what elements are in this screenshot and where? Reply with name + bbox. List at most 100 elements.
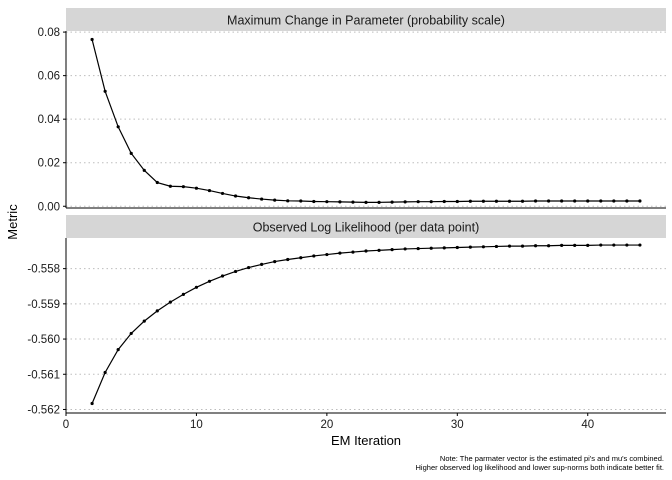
panel-1-data-point bbox=[442, 199, 446, 204]
panel-2-data-point bbox=[416, 246, 420, 251]
panel-1-gridlines bbox=[66, 31, 666, 207]
panel-2-data-point bbox=[142, 319, 146, 323]
panel-2-data-point bbox=[207, 279, 212, 283]
panel-1-data-point bbox=[468, 199, 472, 203]
panel-1-data-point bbox=[638, 199, 642, 203]
panel-1-data-point bbox=[429, 200, 433, 204]
panel-2-data-point bbox=[403, 247, 407, 251]
panel-2-data-point bbox=[312, 254, 316, 258]
panel-1-data-point bbox=[533, 199, 538, 203]
y-axis-title: Metric bbox=[5, 204, 20, 240]
panel-1-data-point bbox=[299, 199, 303, 203]
x-tick-label: 0 bbox=[63, 419, 69, 431]
panel-2-data-point bbox=[299, 256, 303, 260]
caption-line-2: Higher observed log likelihood and lower… bbox=[416, 463, 664, 472]
panel-2-data-point bbox=[481, 245, 485, 249]
panel-2-data-point bbox=[599, 243, 603, 247]
panel-1-data-point bbox=[573, 199, 577, 203]
panel-1-data-point bbox=[155, 180, 159, 185]
panel-2-data-point bbox=[625, 243, 629, 247]
panel-2-data-point bbox=[233, 269, 238, 274]
panel-2-data-point bbox=[547, 244, 551, 248]
panel-2-data-point bbox=[325, 252, 329, 257]
panel-1-data-point bbox=[390, 200, 394, 204]
panel-2-data-point bbox=[273, 259, 277, 264]
panel-1-y-tick-label: 0.02 bbox=[38, 158, 60, 170]
panel-1-y-tick-label: 0.06 bbox=[38, 71, 60, 83]
panel-2-data-point bbox=[586, 243, 590, 247]
panel-1-data-point bbox=[194, 186, 199, 190]
panel-2-data-point bbox=[390, 248, 394, 252]
panel-2-y-tick-label: -0.561 bbox=[27, 369, 60, 381]
panel-2-data-point bbox=[377, 248, 381, 252]
panel-1-data-point bbox=[247, 196, 251, 200]
panel-2-data-point bbox=[612, 243, 616, 247]
panel-1-data-point bbox=[520, 199, 525, 203]
panel-1-data-point bbox=[377, 200, 381, 204]
x-axis-ticks: 0 10 20 30 40 bbox=[63, 413, 594, 431]
panel-1-data-point bbox=[116, 125, 120, 129]
panel-1-data-point bbox=[90, 37, 94, 42]
panel-1-title: Maximum Change in Parameter (probability… bbox=[227, 14, 505, 28]
panel-1-y-tick-label: 0.00 bbox=[38, 201, 60, 213]
panel-2-data-point bbox=[194, 285, 199, 289]
panel-1-y-tick-label: 0.08 bbox=[38, 27, 60, 39]
caption-line-1: Note: The parmater vector is the estimat… bbox=[440, 454, 664, 463]
panel-1-data-point bbox=[416, 200, 420, 204]
panel-2-y-tick-label: -0.559 bbox=[27, 299, 60, 311]
panel-1-data-point bbox=[351, 200, 355, 204]
panel-2-data-point bbox=[116, 348, 120, 352]
panel-1-strip bbox=[66, 8, 666, 31]
panel-2-data-point bbox=[520, 244, 525, 248]
panel-2-data-point bbox=[507, 244, 512, 248]
panel-2-data-point bbox=[247, 265, 251, 270]
panel-1-data-point bbox=[168, 184, 172, 188]
panel-2-data-point bbox=[560, 243, 564, 247]
panel-1-data-point bbox=[586, 199, 590, 203]
panel-2-data-point bbox=[129, 331, 133, 336]
panel-1-data-point bbox=[338, 200, 342, 204]
panel-2-data-point bbox=[455, 245, 459, 250]
panel-1-data-point bbox=[403, 200, 407, 204]
panel-1-data-point bbox=[273, 198, 277, 202]
panel-1-data-point bbox=[364, 200, 368, 204]
panel-2-data-point bbox=[442, 246, 446, 250]
panel-2-data-point bbox=[338, 251, 342, 255]
panel-2-strip bbox=[66, 215, 666, 238]
panel-1-data-point bbox=[612, 199, 616, 203]
panel-1-data-point bbox=[560, 199, 564, 203]
x-tick-label: 20 bbox=[320, 419, 333, 431]
panel-2-data-point bbox=[220, 274, 225, 278]
x-axis-title: EM Iteration bbox=[331, 433, 401, 448]
panel-2-data-point bbox=[181, 292, 185, 296]
panel-2-y-ticks: -0.558 -0.559 -0.560 -0.561 -0.562 bbox=[27, 264, 66, 416]
panel-1-data-point bbox=[481, 199, 485, 203]
x-tick-label: 40 bbox=[581, 419, 594, 431]
panel-2-data-point bbox=[286, 257, 290, 262]
panel-2-data-point bbox=[533, 244, 538, 248]
panel-2-y-tick-label: -0.562 bbox=[27, 404, 60, 416]
x-tick-label: 30 bbox=[451, 419, 464, 431]
panel-1-data-point bbox=[207, 188, 212, 193]
panel-1-data-point bbox=[286, 199, 290, 203]
panel-2-data-point bbox=[103, 370, 107, 375]
panel-2-title: Observed Log Likelihood (per data point) bbox=[253, 221, 480, 235]
panel-1-data-point bbox=[142, 168, 146, 172]
x-tick-label: 10 bbox=[190, 419, 203, 431]
panel-2-y-tick-label: -0.558 bbox=[27, 264, 60, 276]
panel-1-data-point bbox=[233, 194, 238, 198]
panel-2-data-point bbox=[494, 244, 499, 249]
panel-2-data-point bbox=[351, 250, 355, 254]
panel-1-y-tick-label: 0.04 bbox=[38, 114, 61, 126]
panel-1-data-point bbox=[494, 199, 499, 203]
panel-1-data-point bbox=[507, 199, 512, 203]
panel-1-data-point bbox=[599, 199, 603, 203]
panel-1-data-point bbox=[625, 199, 629, 203]
panel-2-series bbox=[90, 243, 642, 406]
panel-2-data-point bbox=[468, 245, 472, 249]
panel-2-data-point bbox=[168, 300, 172, 304]
panel-1-data-point bbox=[547, 199, 551, 203]
panel-1-data-point bbox=[129, 151, 133, 155]
panel-1-data-point bbox=[455, 199, 459, 204]
panel-2-gridlines bbox=[66, 268, 666, 410]
